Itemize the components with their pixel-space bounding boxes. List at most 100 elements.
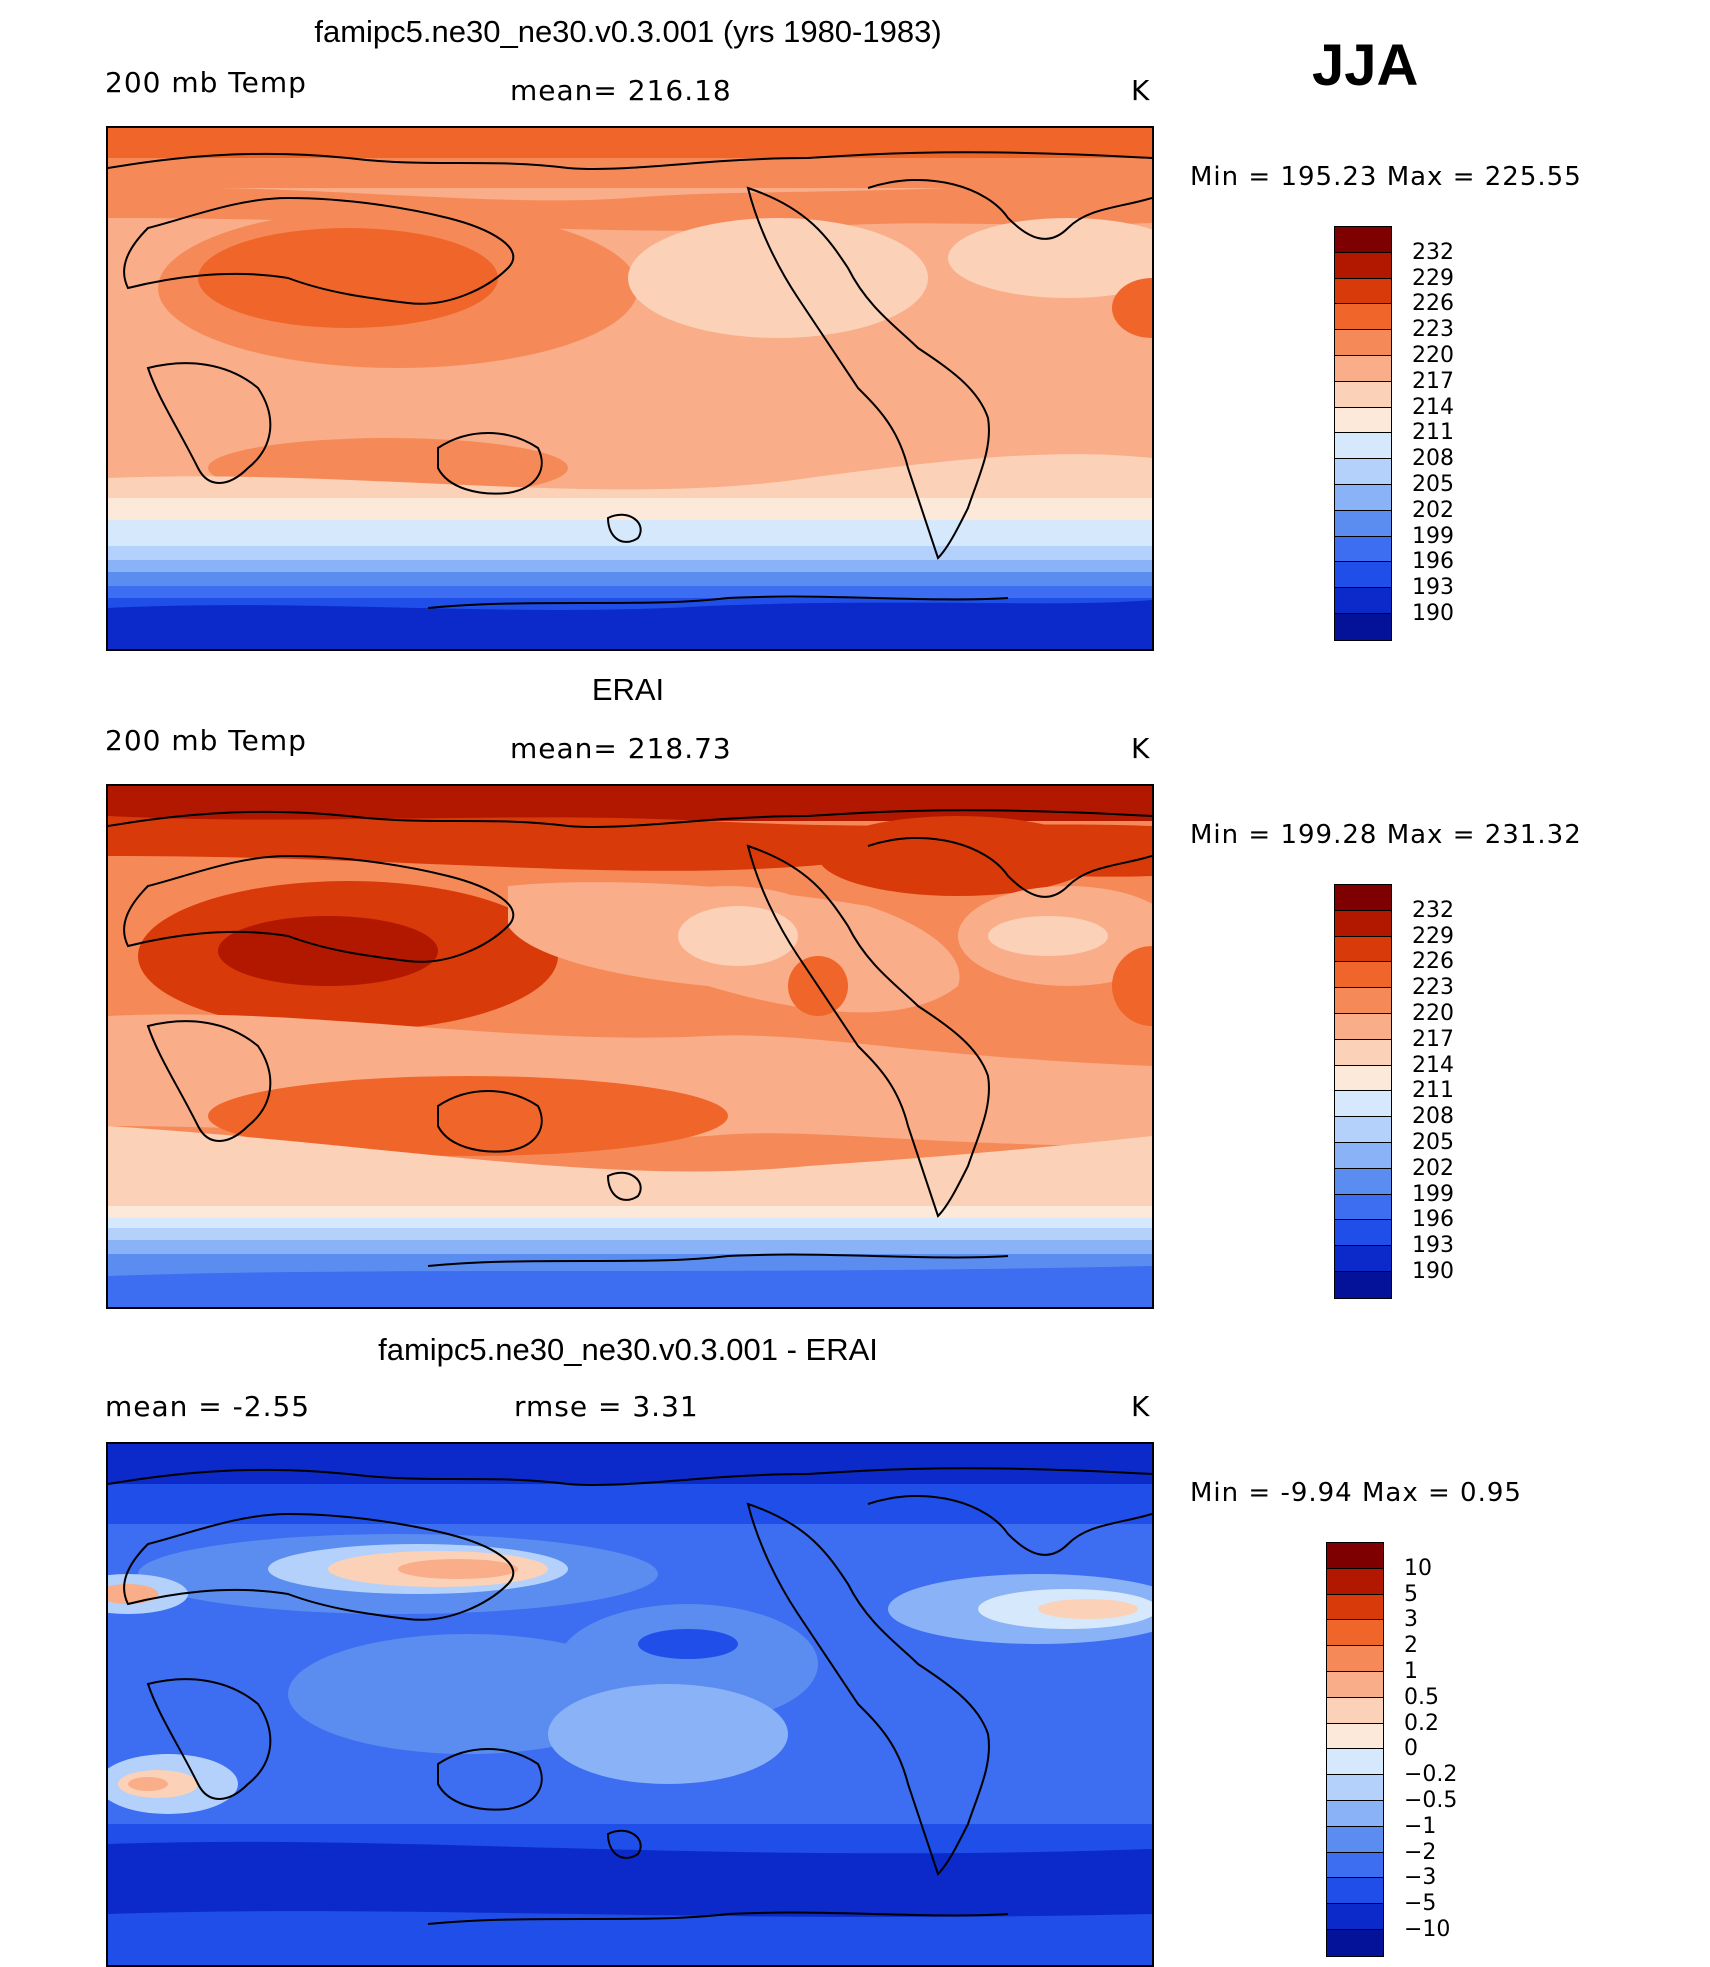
legend-level-label: 0.5 [1404,1684,1439,1710]
legend-swatch [1335,1013,1391,1040]
legend-swatch [1335,381,1391,408]
legend-level-label: 5 [1404,1581,1418,1607]
legend-swatch [1335,484,1391,511]
legend-swatch [1335,1246,1391,1272]
legend-swatch [1335,1091,1391,1118]
legend-swatch [1327,1904,1383,1930]
panel-title: ERAI [591,672,665,707]
legend-swatch [1335,1039,1391,1066]
legend-level-label: 229 [1412,923,1454,949]
legend-swatch [1335,1168,1391,1195]
legend-swatch [1327,1543,1383,1569]
legend-swatch [1335,304,1391,331]
legend-level-label: 0 [1404,1736,1418,1762]
legend-swatch [1335,459,1391,485]
color-legend: 10 5 3 2 1 0.5 0.2 0 −0.2 −0.5 −1 −2 −3 −5 −10 [1326,1542,1526,1962]
legend-swatch [1327,1878,1383,1905]
legend-level-label: −3 [1404,1865,1437,1891]
legend-level-label: 223 [1412,975,1454,1001]
units-label: K [1131,1390,1151,1423]
legend-level-label: 226 [1412,949,1454,975]
legend-swatch [1335,252,1391,279]
legend-swatch [1335,613,1391,640]
legend-level-label: 193 [1412,575,1454,601]
legend-level-label: 214 [1412,1052,1454,1078]
legend-swatch [1335,936,1391,963]
contour-map [106,1442,1154,1967]
legend-swatch [1327,1697,1383,1724]
mean-label: mean= 218.73 [510,732,732,765]
legend-level-label: 199 [1412,523,1454,549]
legend-level-label: 211 [1412,1078,1454,1104]
legend-level-label: 205 [1412,1130,1454,1155]
legend-level-label: −1 [1404,1813,1437,1839]
legend-level-label: 226 [1412,291,1454,317]
min-max-label: Min = 195.23 Max = 225.55 [1190,162,1582,192]
legend-swatch [1327,1929,1383,1956]
legend-swatch [1327,1671,1383,1698]
legend-swatch [1335,588,1391,614]
panel-title: famipc5.ne30_ne30.v0.3.001 - ERAI [378,1332,878,1367]
min-max-label: Min = 199.28 Max = 231.32 [1190,820,1582,850]
legend-level-label: 214 [1412,394,1454,420]
legend-swatch [1327,1749,1383,1776]
rmse-label: rmse = 3.31 [514,1390,699,1423]
variable-label: 200 mb Temp [105,66,307,99]
units-label: K [1131,732,1151,765]
legend-level-label: 193 [1412,1233,1454,1259]
mean-label: mean= 216.18 [510,74,732,107]
panel-title: famipc5.ne30_ne30.v0.3.001 (yrs 1980-198… [314,14,942,49]
legend-swatch [1327,1775,1383,1801]
legend-level-label: 220 [1412,343,1454,368]
legend-swatch [1327,1723,1383,1750]
legend-swatch [1335,1117,1391,1143]
contour-map [106,126,1154,651]
legend-swatch [1327,1568,1383,1595]
legend-level-label: 220 [1412,1001,1454,1026]
legend-level-label: 217 [1412,368,1454,394]
legend-swatch [1335,510,1391,537]
legend-level-label: 3 [1404,1607,1418,1633]
legend-level-label: 199 [1412,1181,1454,1207]
legend-swatch [1335,433,1391,460]
legend-level-label: 202 [1412,1155,1454,1181]
variable-label: 200 mb Temp [105,724,307,757]
legend-swatch [1327,1852,1383,1879]
min-max-label: Min = -9.94 Max = 0.95 [1190,1478,1522,1508]
legend-level-label: 196 [1412,1207,1454,1233]
legend-swatch [1335,962,1391,989]
legend-swatch [1327,1826,1383,1853]
legend-level-label: 232 [1412,897,1454,923]
legend-swatches [1334,226,1392,641]
legend-swatch [1335,562,1391,589]
legend-level-label: 190 [1412,1259,1454,1284]
color-legend: 232 229 226 223 220 217 214 211 208 205 202 199 196 1… [1334,226,1534,646]
legend-level-label: 205 [1412,472,1454,497]
legend-swatch [1335,1142,1391,1169]
legend-swatch [1335,407,1391,434]
legend-swatch [1335,1194,1391,1221]
legend-level-label: −2 [1404,1839,1437,1865]
legend-level-label: 232 [1412,239,1454,265]
legend-level-label: 10 [1404,1555,1432,1581]
legend-swatch [1335,227,1391,253]
legend-level-label: 223 [1412,317,1454,343]
legend-swatch [1335,885,1391,911]
season-label: JJA [1312,33,1419,98]
legend-level-label: −0.2 [1404,1762,1458,1788]
legend-swatch [1335,1220,1391,1247]
legend-level-label: 202 [1412,497,1454,523]
legend-level-label: 217 [1412,1026,1454,1052]
contour-map [106,784,1154,1309]
mean-label: mean = -2.55 [105,1390,311,1423]
legend-level-label: 2 [1404,1633,1418,1659]
legend-swatch [1335,278,1391,305]
legend-swatch [1335,355,1391,382]
legend-swatch [1335,910,1391,937]
legend-level-label: 1 [1404,1659,1418,1684]
legend-level-label: 190 [1412,601,1454,626]
legend-level-label: 196 [1412,549,1454,575]
legend-swatch [1335,330,1391,356]
legend-swatches [1326,1542,1384,1957]
legend-level-label: −0.5 [1404,1788,1458,1813]
